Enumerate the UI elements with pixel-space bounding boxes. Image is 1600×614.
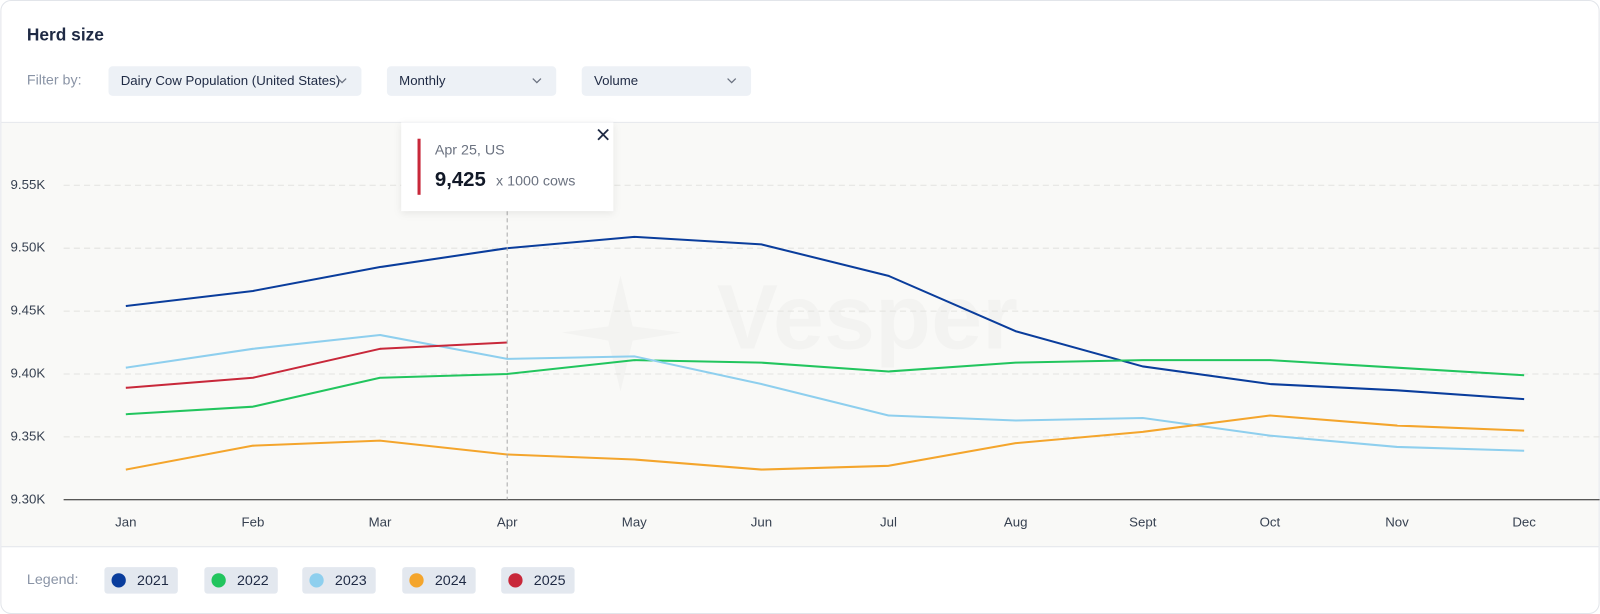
- y-tick-label: 9.45K: [11, 303, 46, 318]
- legend-entry: 2021: [137, 573, 169, 589]
- tooltip-value: 9,425: [435, 169, 486, 191]
- x-tick-label: Jan: [115, 515, 136, 530]
- chevron: [337, 78, 347, 84]
- x-tick-label: Mar: [369, 515, 392, 530]
- legend-entry: 2023: [335, 573, 367, 589]
- legend-swatch: [409, 573, 424, 588]
- x-tick-label: Jul: [880, 515, 897, 530]
- legend-chip[interactable]: [302, 567, 376, 594]
- chevron: [727, 78, 737, 84]
- tooltip: [401, 122, 614, 212]
- x-tick-label: Oct: [1260, 515, 1281, 530]
- y-tick-label: 9.35K: [11, 428, 46, 443]
- filter-label: Filter by:: [27, 72, 82, 88]
- x-tick-label: May: [622, 515, 647, 530]
- legend-entry: 2025: [534, 573, 566, 589]
- tooltip-unit: x 1000 cows: [496, 173, 575, 189]
- legend-chip[interactable]: [204, 567, 278, 594]
- legend-swatch: [309, 573, 324, 588]
- plot-background: [1, 122, 1599, 547]
- y-tick-label: 9.55K: [11, 177, 46, 192]
- y-tick-label: 9.50K: [11, 240, 46, 255]
- x-tick-label: Aug: [1004, 515, 1028, 530]
- chevron: [532, 78, 542, 84]
- chart: 9.30K 9.35K 9.40K 9.45K 9.50K 9.55K Jan Feb Mar A…: [11, 122, 1600, 530]
- title: Herd size: [27, 24, 104, 44]
- x-tick-label: Jun: [751, 515, 772, 530]
- x-tick-label: Dec: [1512, 515, 1536, 530]
- filter-dropdown[interactable]: [386, 66, 557, 96]
- legend-swatch: [211, 573, 226, 588]
- series-line: [125, 341, 508, 389]
- filter-value: Monthly: [399, 73, 446, 88]
- filter-dropdown[interactable]: [581, 66, 752, 96]
- x-tick-label: Apr: [497, 515, 518, 530]
- series-line: [125, 333, 1525, 452]
- x-tick-label: Sept: [1129, 515, 1157, 530]
- legend-entry: 2024: [435, 573, 467, 589]
- legend-swatch: [508, 573, 523, 588]
- tooltip-accent: [417, 138, 421, 195]
- filter-dropdown[interactable]: [108, 66, 362, 96]
- legend-chip[interactable]: [104, 567, 178, 594]
- x-tick-label: Feb: [242, 515, 265, 530]
- series-line: [125, 359, 1525, 416]
- series-line: [125, 235, 1525, 401]
- series-line: [125, 414, 1525, 471]
- y-tick-label: 9.30K: [11, 491, 46, 506]
- watermark: Vesper: [717, 267, 1018, 369]
- legend-label: Legend:: [27, 572, 79, 588]
- close-button[interactable]: [597, 128, 609, 141]
- tooltip-title: Apr 25, US: [435, 143, 505, 159]
- y-tick-label: 9.40K: [11, 365, 46, 380]
- legend-chip[interactable]: [501, 567, 575, 594]
- filter-value: Dairy Cow Population (United States): [121, 73, 340, 88]
- legend-swatch: [111, 573, 126, 588]
- legend-chip[interactable]: [402, 567, 476, 594]
- x-tick-label: Nov: [1385, 515, 1409, 530]
- legend-entry: 2022: [237, 573, 269, 589]
- filter-value: Volume: [594, 73, 638, 88]
